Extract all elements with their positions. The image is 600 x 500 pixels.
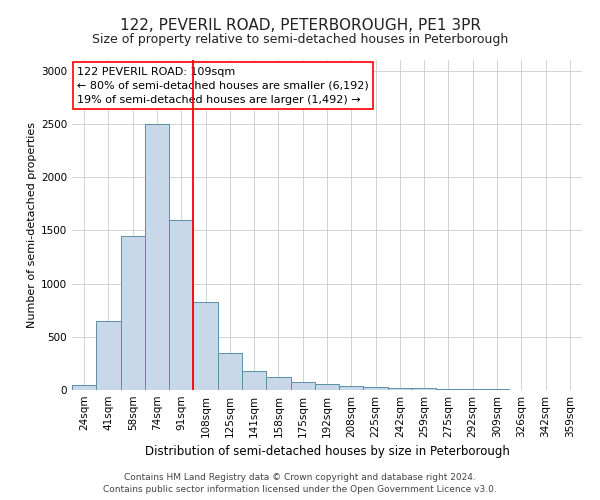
Bar bbox=[96, 321, 121, 390]
Bar bbox=[72, 384, 96, 390]
Bar bbox=[169, 220, 193, 390]
Text: Size of property relative to semi-detached houses in Peterborough: Size of property relative to semi-detach… bbox=[92, 32, 508, 46]
X-axis label: Distribution of semi-detached houses by size in Peterborough: Distribution of semi-detached houses by … bbox=[145, 446, 509, 458]
Bar bbox=[364, 388, 388, 390]
Text: Contains HM Land Registry data © Crown copyright and database right 2024.
Contai: Contains HM Land Registry data © Crown c… bbox=[103, 472, 497, 494]
Bar bbox=[412, 388, 436, 390]
Bar bbox=[339, 386, 364, 390]
Bar bbox=[436, 389, 461, 390]
Y-axis label: Number of semi-detached properties: Number of semi-detached properties bbox=[27, 122, 37, 328]
Text: 122, PEVERIL ROAD, PETERBOROUGH, PE1 3PR: 122, PEVERIL ROAD, PETERBOROUGH, PE1 3PR bbox=[119, 18, 481, 32]
Bar bbox=[218, 352, 242, 390]
Bar bbox=[193, 302, 218, 390]
Bar bbox=[145, 124, 169, 390]
Text: 122 PEVERIL ROAD: 109sqm
← 80% of semi-detached houses are smaller (6,192)
19% o: 122 PEVERIL ROAD: 109sqm ← 80% of semi-d… bbox=[77, 66, 369, 104]
Bar bbox=[461, 389, 485, 390]
Bar bbox=[242, 372, 266, 390]
Bar bbox=[121, 236, 145, 390]
Bar bbox=[315, 384, 339, 390]
Bar bbox=[266, 377, 290, 390]
Bar bbox=[388, 388, 412, 390]
Bar bbox=[290, 382, 315, 390]
